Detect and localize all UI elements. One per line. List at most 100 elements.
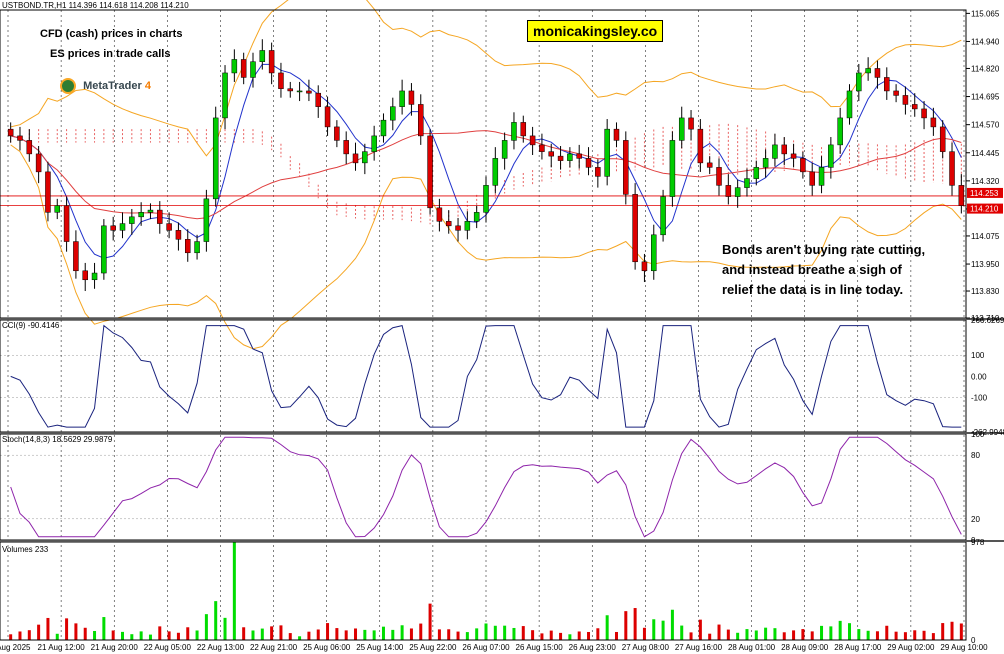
stoch-line <box>10 436 962 538</box>
volume-bar <box>875 631 879 640</box>
volume-bar <box>680 625 684 640</box>
candle-body <box>492 158 499 186</box>
candle-body <box>455 225 461 231</box>
volume-tick-label: 0 <box>971 636 976 645</box>
price-tick-label: 114.570 <box>971 121 1000 130</box>
time-tick-label: 21 Aug 2025 <box>0 643 31 652</box>
price-tick-label: 115.065 <box>971 9 1000 18</box>
candle-body <box>884 77 890 92</box>
candle-body <box>483 185 489 213</box>
candle-body <box>949 151 955 186</box>
volume-title: Volumes 233 <box>2 545 49 554</box>
volume-bar <box>419 623 423 640</box>
pane-frame <box>0 433 967 541</box>
candle-body <box>501 140 508 159</box>
time-axis: 21 Aug 2025 21 Aug 12:00 21 Aug 20:00 22 Au… <box>0 643 988 652</box>
candle-body <box>26 140 33 155</box>
time-tick-label: 27 Aug 08:00 <box>622 643 670 652</box>
candle-body <box>762 158 769 168</box>
candle-body <box>45 171 51 213</box>
candle-body <box>445 221 452 227</box>
candle-body <box>334 126 340 141</box>
volume-bar <box>726 629 730 640</box>
candle-body <box>436 207 443 222</box>
volume-bar <box>18 631 22 640</box>
candle-body <box>651 234 657 272</box>
volume-bar <box>214 601 218 640</box>
chart-frame <box>0 9 1004 641</box>
candle-body <box>464 221 471 231</box>
price-tick-label: 114.940 <box>971 37 1000 46</box>
cci-tick-label: 100 <box>971 351 985 360</box>
candle-body <box>250 61 256 78</box>
time-tick-label: 22 Aug 13:00 <box>197 643 245 652</box>
candle-body <box>911 104 918 110</box>
volume-bar <box>708 633 712 640</box>
volume-bar <box>484 623 488 640</box>
volume-bar <box>326 623 330 640</box>
candle-body <box>7 128 14 137</box>
chart-header: USTBOND.TR,H1 114.396 114.618 114.208 11… <box>2 1 189 10</box>
price-tag-label: 114.210 <box>970 205 999 214</box>
candle-body <box>101 225 107 274</box>
candle-body <box>856 72 862 92</box>
candle-body <box>399 90 405 107</box>
candle-body <box>427 135 433 209</box>
cci-tick-label: -100 <box>971 394 988 403</box>
volume-bar <box>587 631 591 640</box>
volume-bar <box>465 632 469 640</box>
comment-line-1: Bonds aren't buying rate cutting, <box>722 242 926 257</box>
volume-bar <box>913 630 917 640</box>
volume-bar <box>307 631 311 640</box>
metatrader-logo: MetaTrader 4 <box>60 78 151 94</box>
price-tag-box <box>967 187 1003 198</box>
candle-body <box>231 59 238 74</box>
volume-bar <box>512 627 516 640</box>
volume-bar <box>614 631 618 640</box>
volume-bar <box>102 617 106 640</box>
candle-body <box>874 68 881 78</box>
volume-bar <box>792 630 796 640</box>
candle-body <box>548 151 554 157</box>
candle-body <box>716 167 722 186</box>
chart-comment: Bonds aren't buying rate cutting, and in… <box>722 240 925 300</box>
candle-body <box>278 72 284 89</box>
volume-bar <box>316 629 320 640</box>
note-cfd: CFD (cash) prices in charts <box>40 28 183 40</box>
volume-bar <box>503 625 507 640</box>
candle-body <box>939 126 946 152</box>
candle-body <box>576 153 582 159</box>
price-axis: 115.065 114.940 114.820 114.695 114.570 114.4… <box>966 9 1004 645</box>
volume-bar <box>83 627 87 640</box>
candle-body <box>371 135 377 152</box>
price-tick-label: 113.950 <box>971 260 1000 269</box>
candle-body <box>623 140 629 195</box>
volume-bar <box>372 630 376 640</box>
note-es: ES prices in trade calls <box>50 48 171 60</box>
candle-body <box>837 117 843 146</box>
time-tick-label: 21 Aug 20:00 <box>91 643 139 652</box>
candle-body <box>958 185 965 206</box>
volume-bar <box>857 629 861 640</box>
volume-bar <box>391 629 395 640</box>
volume-bar <box>773 628 777 640</box>
candle-body <box>539 144 545 152</box>
volume-bar <box>195 630 199 640</box>
time-tick-label: 22 Aug 05:00 <box>144 643 192 652</box>
volume-bar <box>866 630 870 640</box>
time-tick-label: 25 Aug 06:00 <box>303 643 351 652</box>
volume-bar <box>959 623 963 640</box>
candle-body <box>35 153 42 173</box>
volume-bar <box>242 627 246 640</box>
volume-bar <box>167 631 171 640</box>
volume-bar <box>633 608 637 640</box>
candle-body <box>753 167 760 179</box>
volume-bars <box>9 542 963 640</box>
candle-body <box>921 108 927 119</box>
time-tick-label: 26 Aug 07:00 <box>462 643 510 652</box>
candle-body <box>194 241 200 254</box>
volume-bar <box>549 630 553 640</box>
volume-bar <box>829 626 833 640</box>
volume-bar <box>46 617 50 640</box>
